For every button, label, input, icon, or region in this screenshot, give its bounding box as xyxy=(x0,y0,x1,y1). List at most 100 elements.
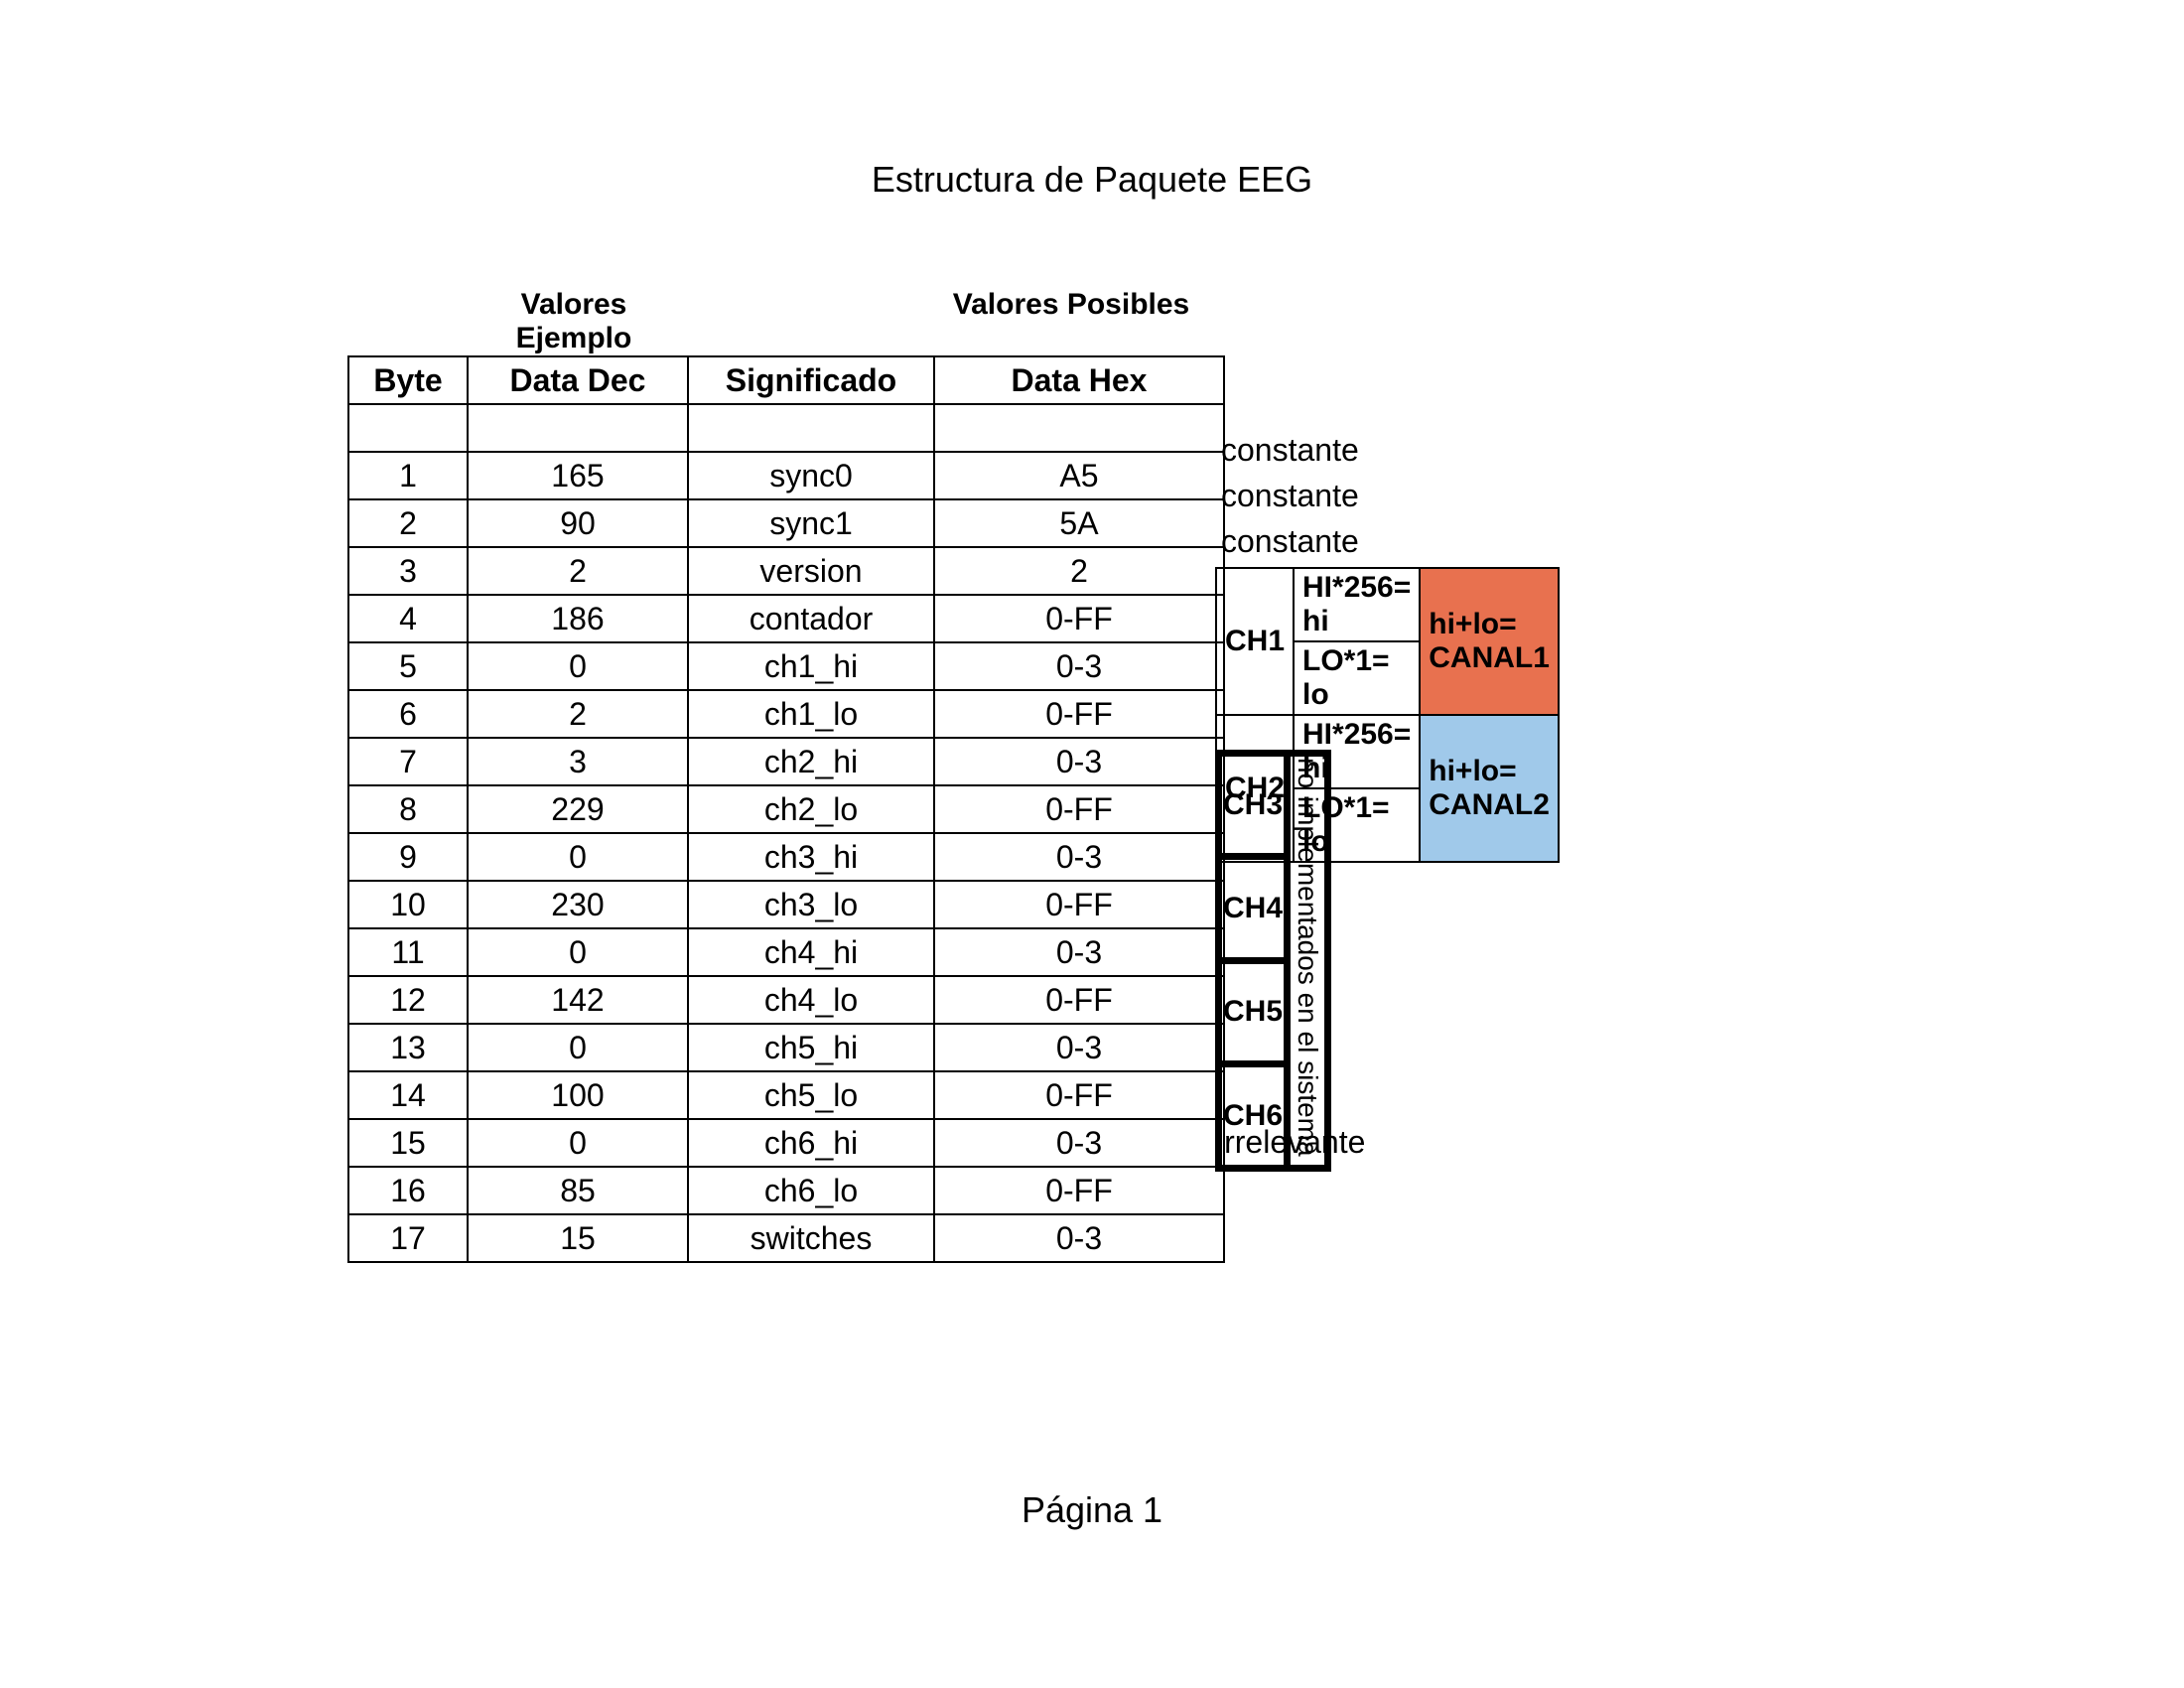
cell-sig: ch1_hi xyxy=(688,642,934,690)
cell-sig: ch1_lo xyxy=(688,690,934,738)
cell-hex: A5 xyxy=(934,452,1224,499)
cell-sig: sync1 xyxy=(688,499,934,547)
cell-byte: 10 xyxy=(348,881,468,928)
cell-sig: ch5_hi xyxy=(688,1024,934,1071)
table-row: 10230ch3_lo0-FF xyxy=(348,881,1224,928)
cell-byte: 14 xyxy=(348,1071,468,1119)
cell-dec: 0 xyxy=(468,833,688,881)
table-row: 1165sync0A5 xyxy=(348,452,1224,499)
ch1-label: CH1 xyxy=(1216,568,1294,715)
cell-dec: 229 xyxy=(468,785,688,833)
cell-dec: 100 xyxy=(468,1071,688,1119)
cell-hex: 5A xyxy=(934,499,1224,547)
cell-hex: 0-3 xyxy=(934,1214,1224,1262)
cell-sig: ch6_lo xyxy=(688,1167,934,1214)
cell-hex: 0-FF xyxy=(934,595,1224,642)
cell-byte: 16 xyxy=(348,1167,468,1214)
cell-hex: 0-3 xyxy=(934,928,1224,976)
ch4-label: CH4 xyxy=(1219,857,1288,960)
cell-dec: 0 xyxy=(468,928,688,976)
cell-sig: ch6_hi xyxy=(688,1119,934,1167)
table-region: Valores Ejemplo Valores Posibles Byte Da… xyxy=(347,288,1225,1263)
cell-sig: ch2_hi xyxy=(688,738,934,785)
table-blank-row xyxy=(348,404,1224,452)
cell-dec: 90 xyxy=(468,499,688,547)
super-header-left: Valores Ejemplo xyxy=(465,288,683,355)
table-row: 4186contador0-FF xyxy=(348,595,1224,642)
cell-byte: 4 xyxy=(348,595,468,642)
cell-dec: 2 xyxy=(468,690,688,738)
table-row: 8229ch2_lo0-FF xyxy=(348,785,1224,833)
col-hex: Data Hex xyxy=(934,356,1224,404)
cell-hex: 0-FF xyxy=(934,881,1224,928)
table-row: 14100ch5_lo0-FF xyxy=(348,1071,1224,1119)
table-row: 32version2 xyxy=(348,547,1224,595)
cell-dec: 0 xyxy=(468,1024,688,1071)
cell-dec: 15 xyxy=(468,1214,688,1262)
cell-hex: 0-3 xyxy=(934,1119,1224,1167)
note-constante: constante xyxy=(1221,523,1359,560)
cell-sig: ch2_lo xyxy=(688,785,934,833)
cell-hex: 0-3 xyxy=(934,738,1224,785)
cell-byte: 12 xyxy=(348,976,468,1024)
cell-sig: ch3_lo xyxy=(688,881,934,928)
cell-hex: 0-3 xyxy=(934,642,1224,690)
cell-byte: 15 xyxy=(348,1119,468,1167)
cell-dec: 3 xyxy=(468,738,688,785)
cell-sig: contador xyxy=(688,595,934,642)
page-number: Página 1 xyxy=(0,1489,2184,1531)
cell-sig: switches xyxy=(688,1214,934,1262)
not-implemented-box: CH3 no implementados en el sistema CH4 C… xyxy=(1215,750,1331,1172)
cell-byte: 9 xyxy=(348,833,468,881)
row-annotations: constante constante constante xyxy=(1221,336,1359,564)
cell-dec: 186 xyxy=(468,595,688,642)
cell-hex: 0-FF xyxy=(934,785,1224,833)
ch1-lo-formula: LO*1= lo xyxy=(1294,641,1420,715)
cell-byte: 1 xyxy=(348,452,468,499)
col-sig: Significado xyxy=(688,356,934,404)
ch1-hi-formula: HI*256= hi xyxy=(1294,568,1420,641)
table-row: 1715switches0-3 xyxy=(348,1214,1224,1262)
table-row: 290sync15A xyxy=(348,499,1224,547)
cell-sig: ch4_hi xyxy=(688,928,934,976)
cell-dec: 165 xyxy=(468,452,688,499)
cell-sig: ch3_hi xyxy=(688,833,934,881)
cell-hex: 0-3 xyxy=(934,1024,1224,1071)
cell-dec: 0 xyxy=(468,642,688,690)
table-row: 110ch4_hi0-3 xyxy=(348,928,1224,976)
ch3-label: CH3 xyxy=(1219,754,1288,857)
cell-hex: 0-FF xyxy=(934,1167,1224,1214)
table-row: 150ch6_hi0-3 xyxy=(348,1119,1224,1167)
cell-dec: 85 xyxy=(468,1167,688,1214)
table-row: 90ch3_hi0-3 xyxy=(348,833,1224,881)
super-header-right: Valores Posibles xyxy=(927,288,1215,355)
cell-byte: 5 xyxy=(348,642,468,690)
ch2-result: hi+lo= CANAL2 xyxy=(1420,715,1559,862)
cell-sig: ch4_lo xyxy=(688,976,934,1024)
table-row: 73ch2_hi0-3 xyxy=(348,738,1224,785)
cell-dec: 230 xyxy=(468,881,688,928)
cell-dec: 2 xyxy=(468,547,688,595)
table-row: 12142ch4_lo0-FF xyxy=(348,976,1224,1024)
table-row: 62ch1_lo0-FF xyxy=(348,690,1224,738)
cell-sig: ch5_lo xyxy=(688,1071,934,1119)
ch5-label: CH5 xyxy=(1219,960,1288,1063)
ch1-result: hi+lo= CANAL1 xyxy=(1420,568,1559,715)
not-implemented-text: no implementados en el sistema xyxy=(1288,754,1328,1169)
cell-byte: 2 xyxy=(348,499,468,547)
packet-table: Byte Data Dec Significado Data Hex 1165s… xyxy=(347,355,1225,1263)
cell-byte: 3 xyxy=(348,547,468,595)
cell-hex: 0-FF xyxy=(934,1071,1224,1119)
cell-hex: 2 xyxy=(934,547,1224,595)
cell-byte: 6 xyxy=(348,690,468,738)
cell-dec: 0 xyxy=(468,1119,688,1167)
cell-hex: 0-3 xyxy=(934,833,1224,881)
table-row: 130ch5_hi0-3 xyxy=(348,1024,1224,1071)
cell-sig: version xyxy=(688,547,934,595)
cell-dec: 142 xyxy=(468,976,688,1024)
cell-byte: 8 xyxy=(348,785,468,833)
cell-hex: 0-FF xyxy=(934,976,1224,1024)
page-title: Estructura de Paquete EEG xyxy=(0,159,2184,201)
irrelevante-label: irrelevante xyxy=(1217,1124,1365,1161)
note-constante: constante xyxy=(1221,432,1359,469)
